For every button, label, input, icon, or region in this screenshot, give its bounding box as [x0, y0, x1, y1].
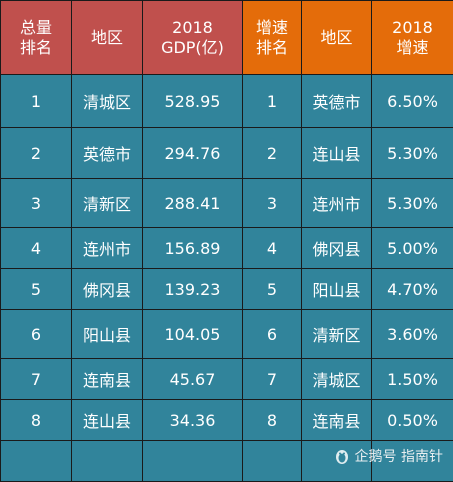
- gdp-cell: 156.89: [143, 228, 243, 269]
- gdp-table-view: 总量 排名 地区 2018 GDP(亿) 增速 排名 地区 2018 增速: [0, 0, 453, 472]
- table-row: 1 清城区 528.95 1 英德市 6.50%: [1, 75, 453, 128]
- growth-region-cell: 清新区: [302, 310, 372, 359]
- rank-cell: 2: [1, 128, 72, 179]
- region-cell: 连山县: [72, 400, 143, 441]
- region-cell: 连南县: [72, 359, 143, 400]
- growth-rank-cell: 8: [243, 400, 302, 441]
- table-row: 6 阳山县 104.05 6 清新区 3.60%: [1, 310, 453, 359]
- header-region: 地区: [72, 1, 143, 75]
- growth-rank-cell: 7: [243, 359, 302, 400]
- growth-cell: 4.70%: [372, 269, 453, 310]
- header-text: 增速: [372, 38, 453, 58]
- empty-cell: [1, 441, 72, 482]
- header-text: 地区: [72, 28, 142, 48]
- rank-cell: 1: [1, 75, 72, 128]
- growth-rank-cell: 2: [243, 128, 302, 179]
- empty-cell: [243, 441, 302, 482]
- growth-rank-cell: 5: [243, 269, 302, 310]
- growth-region-cell: 英德市: [302, 75, 372, 128]
- growth-cell: 5.30%: [372, 128, 453, 179]
- gdp-cell: 139.23: [143, 269, 243, 310]
- header-text: 排名: [1, 38, 71, 58]
- header-text: 增速: [243, 18, 301, 38]
- rank-cell: 6: [1, 310, 72, 359]
- gdp-cell: 294.76: [143, 128, 243, 179]
- table-row: 8 连山县 34.36 8 连南县 0.50%: [1, 400, 453, 441]
- header-text: 2018: [372, 18, 453, 38]
- empty-cell: [72, 441, 143, 482]
- growth-cell: 5.00%: [372, 228, 453, 269]
- gdp-cell: 288.41: [143, 179, 243, 228]
- region-cell: 英德市: [72, 128, 143, 179]
- table-row: 7 连南县 45.67 7 清城区 1.50%: [1, 359, 453, 400]
- growth-region-cell: 连山县: [302, 128, 372, 179]
- rank-cell: 8: [1, 400, 72, 441]
- header-text: 排名: [243, 38, 301, 58]
- rank-cell: 3: [1, 179, 72, 228]
- growth-region-cell: 清城区: [302, 359, 372, 400]
- table-row: 2 英德市 294.76 2 连山县 5.30%: [1, 128, 453, 179]
- growth-cell: 6.50%: [372, 75, 453, 128]
- growth-rank-cell: 4: [243, 228, 302, 269]
- gdp-cell: 45.67: [143, 359, 243, 400]
- table-row: 5 佛冈县 139.23 5 阳山县 4.70%: [1, 269, 453, 310]
- region-cell: 清新区: [72, 179, 143, 228]
- header-total-rank: 总量 排名: [1, 1, 72, 75]
- growth-cell: 5.30%: [372, 179, 453, 228]
- growth-region-cell: 连南县: [302, 400, 372, 441]
- gdp-cell: 528.95: [143, 75, 243, 128]
- header-text: 地区: [302, 28, 371, 48]
- empty-cell: [143, 441, 243, 482]
- growth-region-cell: 阳山县: [302, 269, 372, 310]
- penguin-icon: [333, 447, 351, 465]
- table-row: 3 清新区 288.41 3 连州市 5.30%: [1, 179, 453, 228]
- region-cell: 连州市: [72, 228, 143, 269]
- header-growth: 2018 增速: [372, 1, 453, 75]
- header-growth-rank: 增速 排名: [243, 1, 302, 75]
- header-growth-region: 地区: [302, 1, 372, 75]
- watermark-text: 企鹅号 指南针: [355, 446, 443, 466]
- growth-rank-cell: 3: [243, 179, 302, 228]
- rank-cell: 5: [1, 269, 72, 310]
- growth-region-cell: 连州市: [302, 179, 372, 228]
- growth-rank-cell: 6: [243, 310, 302, 359]
- header-text: 总量: [1, 18, 71, 38]
- rank-cell: 4: [1, 228, 72, 269]
- header-text: GDP(亿): [143, 38, 242, 58]
- rank-cell: 7: [1, 359, 72, 400]
- growth-rank-cell: 1: [243, 75, 302, 128]
- growth-cell: 1.50%: [372, 359, 453, 400]
- table-row: 4 连州市 156.89 4 佛冈县 5.00%: [1, 228, 453, 269]
- watermark: 企鹅号 指南针: [333, 446, 443, 466]
- header-text: 2018: [143, 18, 242, 38]
- gdp-cell: 104.05: [143, 310, 243, 359]
- region-cell: 清城区: [72, 75, 143, 128]
- growth-cell: 0.50%: [372, 400, 453, 441]
- header-row: 总量 排名 地区 2018 GDP(亿) 增速 排名 地区 2018 增速: [1, 1, 453, 75]
- region-cell: 佛冈县: [72, 269, 143, 310]
- gdp-cell: 34.36: [143, 400, 243, 441]
- region-cell: 阳山县: [72, 310, 143, 359]
- header-gdp: 2018 GDP(亿): [143, 1, 243, 75]
- growth-region-cell: 佛冈县: [302, 228, 372, 269]
- growth-cell: 3.60%: [372, 310, 453, 359]
